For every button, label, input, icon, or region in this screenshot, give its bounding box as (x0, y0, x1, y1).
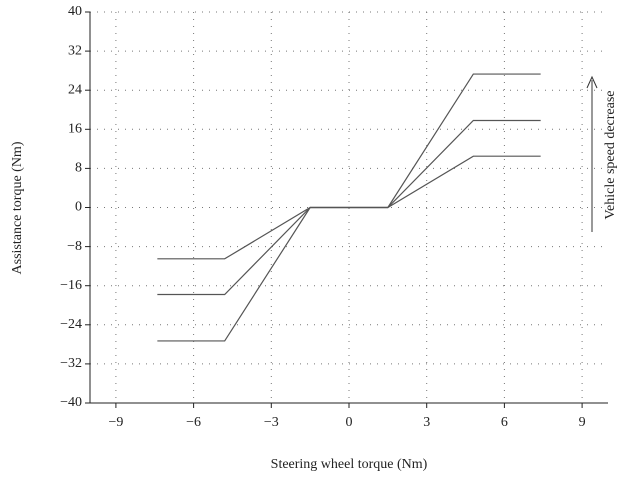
y-tick-label: −8 (67, 239, 82, 254)
x-tick-label: 9 (579, 415, 586, 430)
x-tick-label: −9 (108, 415, 123, 430)
y-tick-label: 8 (75, 161, 82, 176)
y-tick-label: 40 (68, 4, 82, 19)
y-tick-label: −40 (60, 395, 82, 410)
y-tick-label: 0 (75, 200, 82, 215)
y-axis-label: Assistance torque (Nm) (10, 141, 25, 274)
x-tick-label: 6 (501, 415, 508, 430)
series-line (157, 73, 541, 342)
y-tick-label: −24 (60, 317, 82, 332)
annotation: Vehicle speed decrease (603, 90, 618, 219)
y-tick-label: 24 (68, 82, 82, 97)
x-tick-label: 3 (423, 415, 430, 430)
x-tick-label: −3 (264, 415, 279, 430)
y-tick-label: −16 (60, 278, 82, 293)
y-tick-label: 32 (68, 43, 82, 58)
x-tick-label: 0 (346, 415, 353, 430)
annotation-arrowhead (586, 75, 598, 89)
y-tick-label: −32 (60, 356, 82, 371)
x-axis-label: Steering wheel torque (Nm) (271, 457, 428, 472)
x-tick-label: −6 (186, 415, 201, 430)
y-tick-label: 16 (68, 122, 82, 137)
